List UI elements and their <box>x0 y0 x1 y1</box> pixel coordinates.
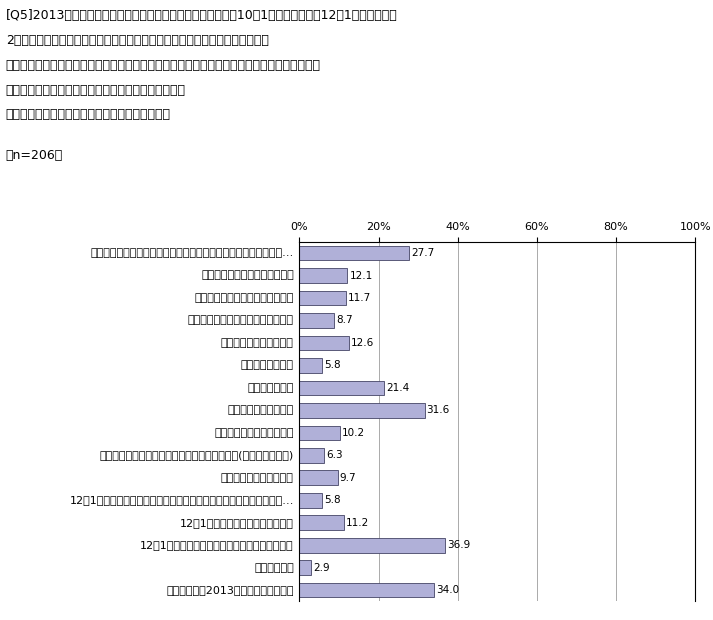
Bar <box>299 381 384 395</box>
Text: [Q5]2013年春入社の新卒採用活動のスケジュールは、従来の10月1日スタートから12月1日スタートと: [Q5]2013年春入社の新卒採用活動のスケジュールは、従来の10月1日スタート… <box>6 9 397 22</box>
Bar <box>299 493 322 508</box>
Bar <box>299 403 424 418</box>
Text: 12月1日から一斉スタートでも特に変わらない。: 12月1日から一斉スタートでも特に変わらない。 <box>140 540 294 550</box>
Text: 業界によって応募時期にバラつきがあったが今年は一極集中のた…: 業界によって応募時期にバラつきがあったが今年は一極集中のた… <box>91 248 294 258</box>
Text: 10.2: 10.2 <box>342 428 365 438</box>
Bar <box>299 538 446 552</box>
Text: どう変化しましたか。また、どうなると思いますか。: どう変化しましたか。また、どうなると思いますか。 <box>6 84 185 97</box>
Text: その他内定に関する変化: その他内定に関する変化 <box>221 473 294 483</box>
Text: 採用枠は増える。: 採用枠は増える。 <box>241 360 294 370</box>
Text: これらを含めた近年の状況変化に伴い、あなたの勤務先の今年の新卒の採用傾向や採用基準は: これらを含めた近年の状況変化に伴い、あなたの勤務先の今年の新卒の採用傾向や採用基… <box>6 59 321 72</box>
Text: その他の変化: その他の変化 <box>254 563 294 573</box>
Text: 36.9: 36.9 <box>448 540 471 550</box>
Text: 5.8: 5.8 <box>324 495 341 505</box>
Bar <box>299 246 409 260</box>
Text: 採用枠は減る。: 採用枠は減る。 <box>247 383 294 393</box>
Text: 21.4: 21.4 <box>386 383 409 393</box>
Text: 34.0: 34.0 <box>436 585 459 595</box>
Text: 2ヶ月後ろ倒しとなるなど、新卒採用をめぐる状況に変化が見られています。: 2ヶ月後ろ倒しとなるなど、新卒採用をめぐる状況に変化が見られています。 <box>6 34 269 47</box>
Text: 応募する人材の幅が拡がりそう。: 応募する人材の幅が拡がりそう。 <box>195 293 294 303</box>
Text: 5.8: 5.8 <box>324 360 341 370</box>
Bar <box>299 448 324 463</box>
Text: 高学歴の方からの応募が増えそう。: 高学歴の方からの応募が増えそう。 <box>188 316 294 326</box>
Text: その他問い合わせに関する変化: その他問い合わせに関する変化 <box>201 270 294 280</box>
Bar <box>299 471 338 485</box>
Bar <box>299 268 347 283</box>
Bar <box>299 425 340 440</box>
Bar <box>299 358 322 373</box>
Text: 面接、採用までのスケジュールに影響がでた。(影響がでそう。): 面接、採用までのスケジュールに影響がでた。(影響がでそう。) <box>100 450 294 460</box>
Text: 8.7: 8.7 <box>336 316 352 326</box>
Text: 2.9: 2.9 <box>313 563 329 573</box>
Text: 11.2: 11.2 <box>346 518 369 528</box>
Text: 採用枠は変わらない。: 採用枠は変わらない。 <box>227 405 294 415</box>
Text: 分からない・2013年の新卒採用はない: 分からない・2013年の新卒採用はない <box>166 585 294 595</box>
Bar <box>299 313 334 328</box>
Text: 内定は早めに考えている。: 内定は早めに考えている。 <box>214 428 294 438</box>
Text: 12.1: 12.1 <box>349 270 373 280</box>
Text: 6.3: 6.3 <box>327 450 343 460</box>
Text: 12月1日から一斉スタートはマイナス面あり。以前の就職活動方式に…: 12月1日から一斉スタートはマイナス面あり。以前の就職活動方式に… <box>69 495 294 505</box>
Text: 31.6: 31.6 <box>426 405 450 415</box>
Text: 9.7: 9.7 <box>340 473 356 483</box>
Bar <box>299 515 344 530</box>
Text: 27.7: 27.7 <box>411 248 434 258</box>
Text: 11.7: 11.7 <box>348 293 371 303</box>
Bar <box>299 335 349 350</box>
Bar <box>299 291 346 305</box>
Text: 12月1日から一斉スタートは歓迎。: 12月1日から一斉スタートは歓迎。 <box>180 518 294 528</box>
Bar <box>299 583 434 598</box>
Text: あてはまると思うものをすべてお選びください。: あてはまると思うものをすべてお選びください。 <box>6 108 170 122</box>
Text: その他応募に関する変化: その他応募に関する変化 <box>221 338 294 348</box>
Text: 12.6: 12.6 <box>352 338 374 348</box>
Text: （n=206）: （n=206） <box>6 149 63 162</box>
Bar <box>299 560 311 575</box>
